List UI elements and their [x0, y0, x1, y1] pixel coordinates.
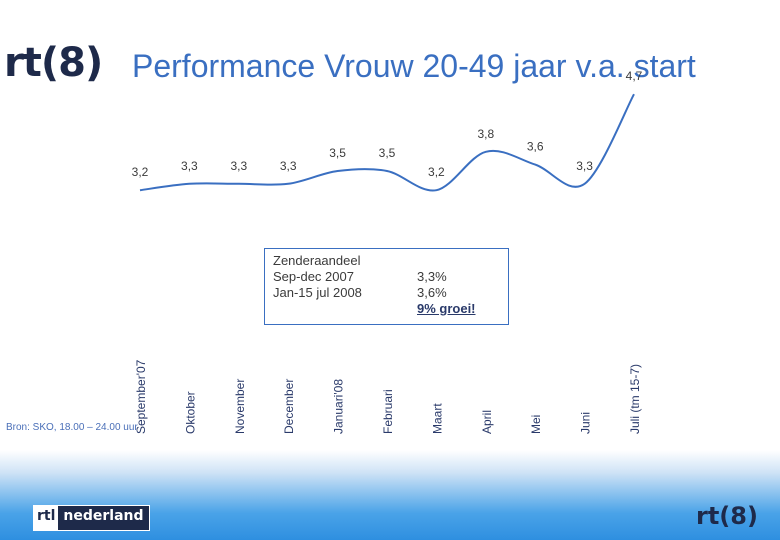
info-row2-value: 3,6% — [417, 285, 447, 300]
rtl-nederland-logo: rtl nederland — [33, 505, 150, 531]
x-tick-label: December — [282, 379, 296, 434]
data-label: 3,2 — [132, 165, 149, 179]
info-heading: Zenderaandeel — [273, 253, 361, 268]
x-tick-label: April — [480, 410, 494, 434]
info-row1-label: Sep-dec 2007 — [273, 269, 354, 284]
series-line — [139, 93, 635, 192]
x-tick-label: Mei — [529, 415, 543, 434]
x-tick-label: Februari — [381, 389, 395, 434]
data-label: 3,3 — [181, 159, 198, 173]
x-tick-label: September'07 — [134, 359, 148, 434]
share-info-box: Zenderaandeel Sep-dec 2007 Jan-15 jul 20… — [264, 248, 509, 325]
x-tick-label: Oktober — [183, 391, 197, 434]
x-tick-label: Juni — [579, 412, 593, 434]
x-tick-label: November — [233, 379, 247, 434]
rtl8-footer-logo: rt(8) — [696, 502, 758, 530]
line-chart: 3,2 3,3 3,3 3,3 3,5 3,5 3,2 3,8 3,6 3,3 4,7 Septem… — [132, 69, 643, 434]
source-note: Bron: SKO, 18.00 – 24.00 uur — [6, 422, 138, 433]
page-title: Performance Vrouw 20-49 jaar v.a. start — [132, 48, 696, 84]
x-tick-label: Januari'08 — [332, 379, 346, 434]
data-label: 3,3 — [230, 159, 247, 173]
x-tick-label: Juli (tm 15-7) — [628, 364, 642, 434]
data-label: 3,3 — [280, 159, 297, 173]
info-row1-value: 3,3% — [417, 269, 447, 284]
data-label: 4,7 — [626, 69, 643, 83]
nederland-logo-part: nederland — [58, 506, 149, 530]
data-label: 3,6 — [527, 140, 544, 154]
data-label: 3,5 — [379, 146, 396, 160]
data-label: 3,8 — [477, 127, 494, 141]
data-label: 3,5 — [329, 146, 346, 160]
rtl-logo-part: rtl — [34, 506, 59, 530]
data-label: 3,3 — [576, 159, 593, 173]
rtl8-logo: rt(8) — [4, 40, 103, 86]
growth-label: 9% groei! — [417, 301, 476, 316]
info-row2-label: Jan-15 jul 2008 — [273, 285, 362, 300]
data-label: 3,2 — [428, 165, 445, 179]
x-tick-label: Maart — [430, 403, 444, 434]
